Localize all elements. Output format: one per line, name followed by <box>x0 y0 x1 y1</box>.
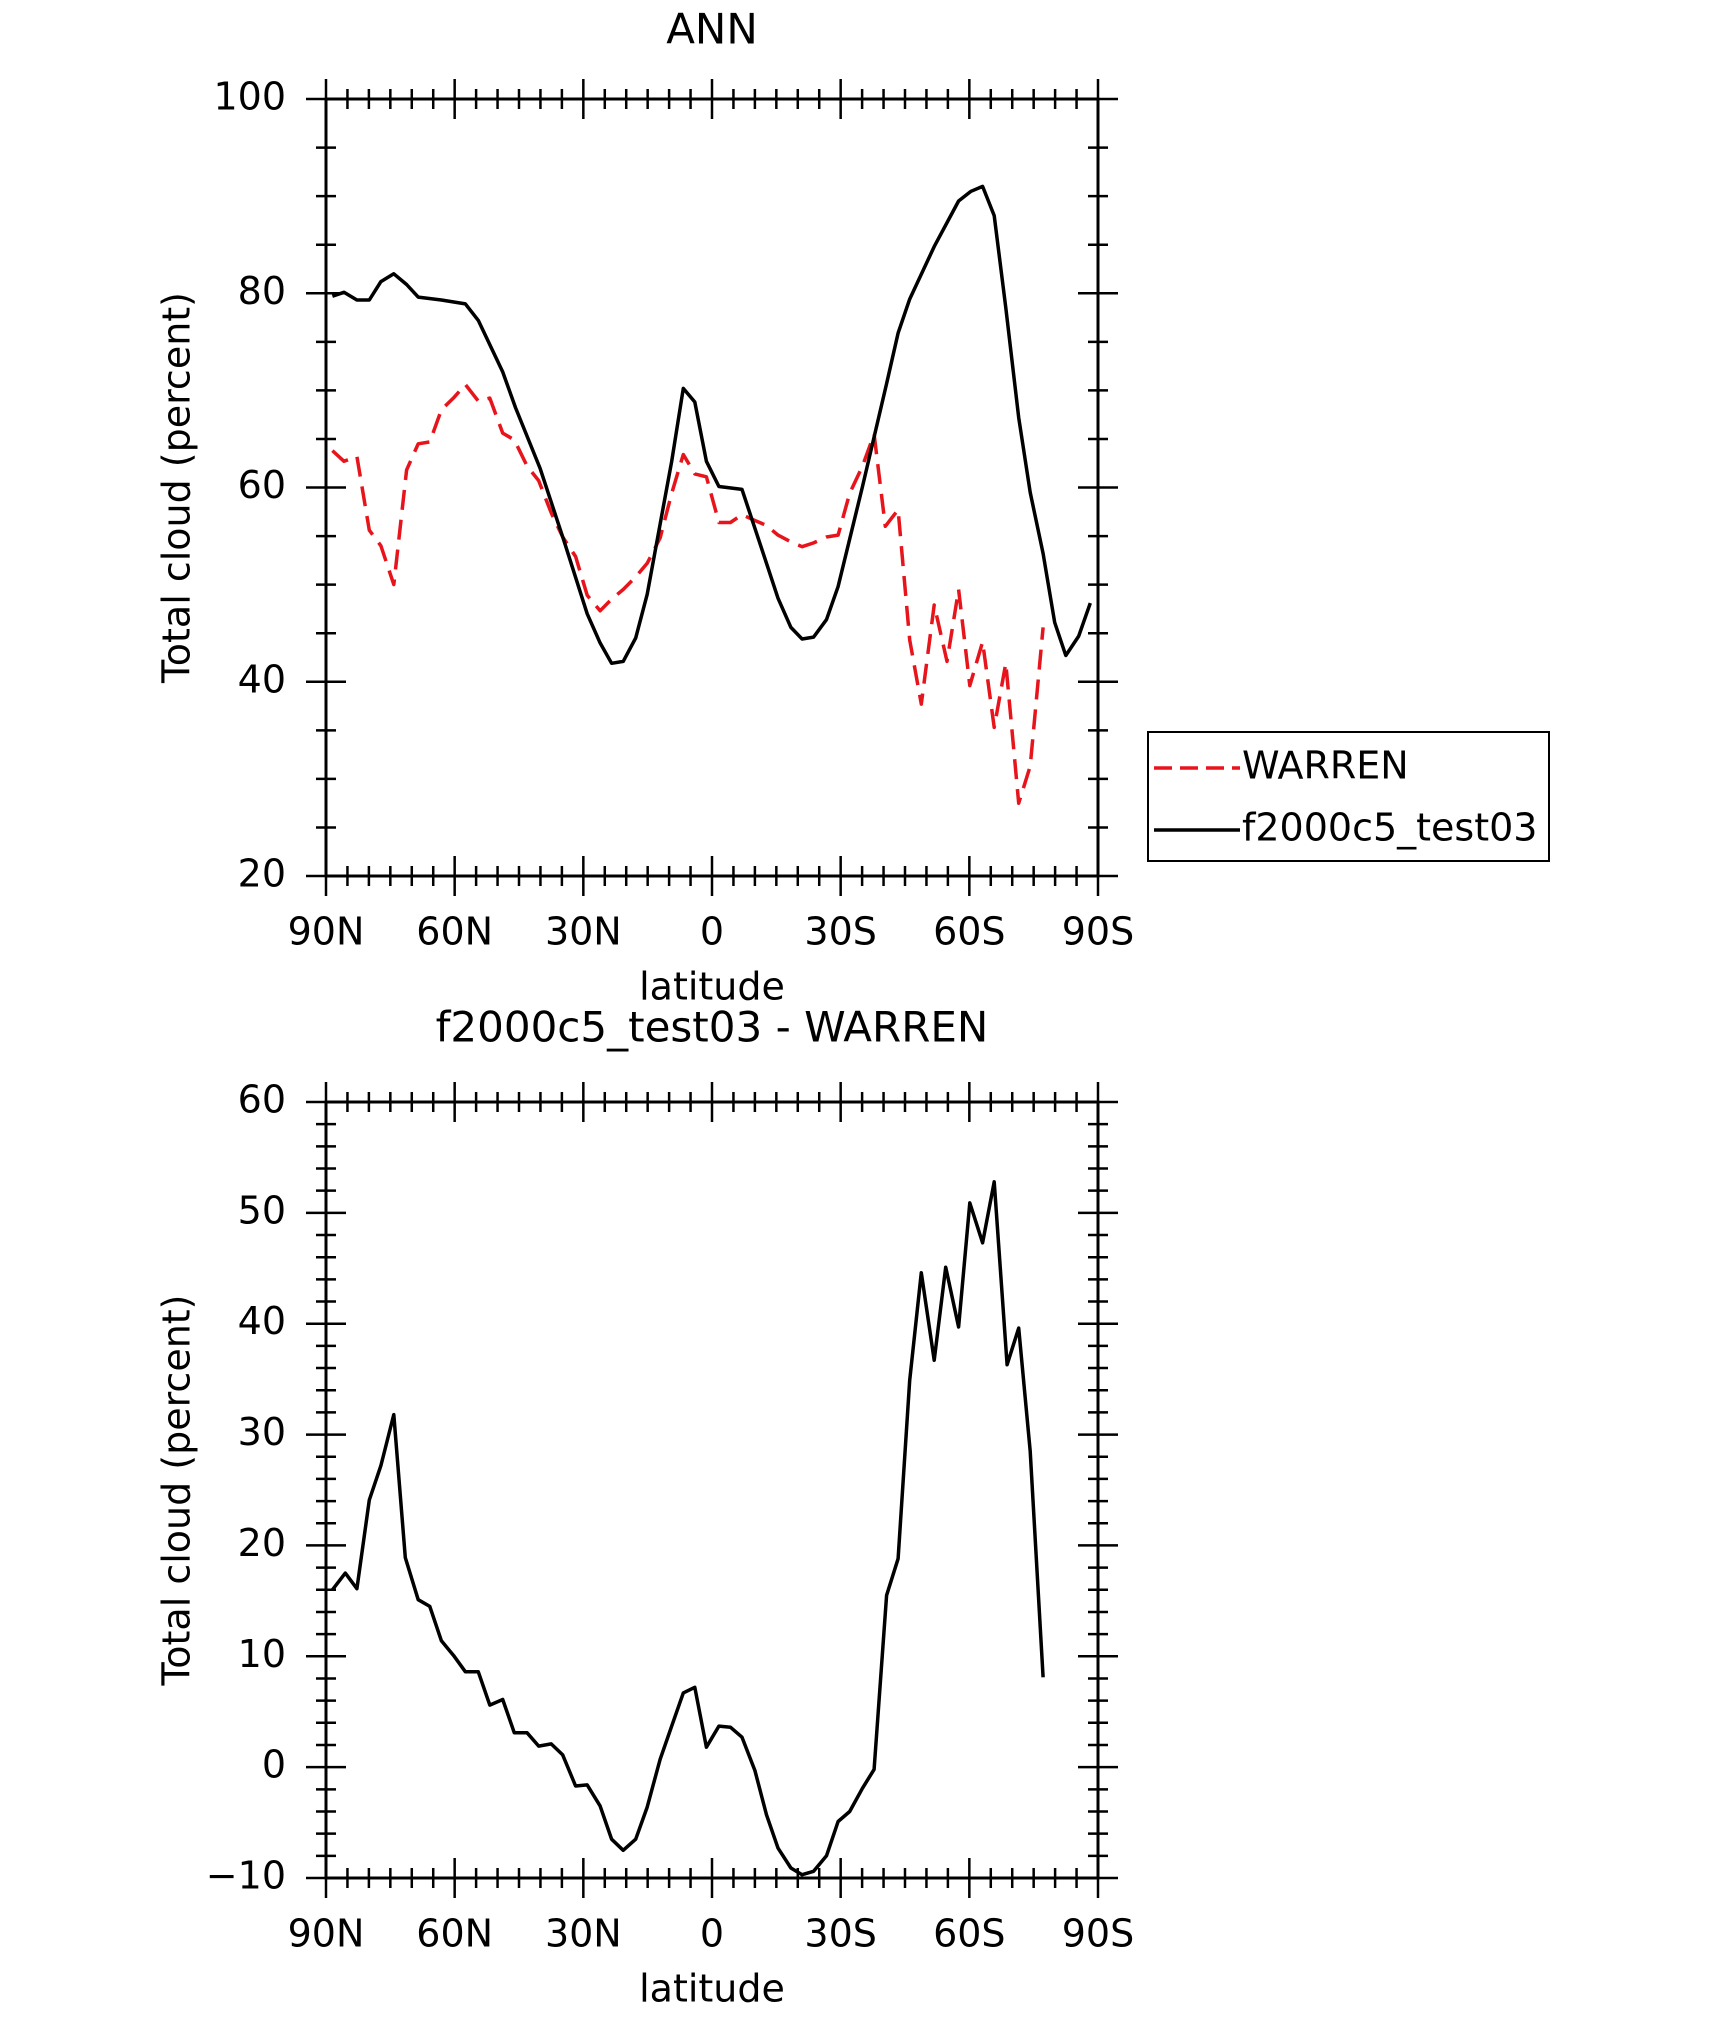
x-tick-label: 60N <box>416 910 493 954</box>
y-tick-label: 10 <box>238 1632 286 1676</box>
y-tick-label: 30 <box>238 1410 286 1454</box>
y-tick-label: 0 <box>262 1743 286 1787</box>
data-line <box>331 184 1092 666</box>
y-tick-label: 20 <box>238 852 286 896</box>
x-axis-label: latitude <box>639 965 785 1009</box>
y-tick-label: 80 <box>238 269 286 313</box>
chart-title: f2000c5_test03 - WARREN <box>436 1003 989 1052</box>
x-tick-label: 30N <box>545 1912 622 1956</box>
y-tick-label: 50 <box>238 1188 286 1232</box>
x-tick-label: 30N <box>545 910 622 954</box>
x-tick-label: 60S <box>933 910 1005 954</box>
plot-frame <box>324 97 1100 878</box>
legend-label: f2000c5_test03 <box>1242 806 1537 850</box>
x-tick-label: 90N <box>288 910 365 954</box>
x-tick-label: 90S <box>1062 1912 1134 1956</box>
x-tick-label: 30S <box>804 1912 876 1956</box>
x-axis-label: latitude <box>639 1967 785 2011</box>
x-tick-label: 30S <box>804 910 876 954</box>
y-tick-label: 20 <box>238 1521 286 1565</box>
x-tick-label: 0 <box>700 1912 724 1956</box>
x-tick-label: 0 <box>700 910 724 954</box>
y-tick-label: 60 <box>238 463 286 507</box>
y-tick-label: 40 <box>238 657 286 701</box>
x-tick-label: 90S <box>1062 910 1134 954</box>
chart-title: ANN <box>666 5 758 54</box>
y-tick-label: 100 <box>213 75 286 119</box>
x-tick-label: 60S <box>933 1912 1005 1956</box>
y-tick-label: 60 <box>238 1078 286 1122</box>
legend-label: WARREN <box>1242 744 1409 788</box>
x-tick-label: 90N <box>288 1912 365 1956</box>
data-line <box>331 382 1045 805</box>
legend-box <box>1147 731 1550 862</box>
y-axis-label: Total cloud (percent) <box>155 292 199 684</box>
data-line <box>331 1180 1045 1877</box>
y-tick-label: 40 <box>238 1299 286 1343</box>
plot-frame <box>324 1100 1100 1880</box>
y-tick-label: −10 <box>206 1854 286 1898</box>
y-axis-label: Total cloud (percent) <box>155 1294 199 1686</box>
x-tick-label: 60N <box>416 1912 493 1956</box>
